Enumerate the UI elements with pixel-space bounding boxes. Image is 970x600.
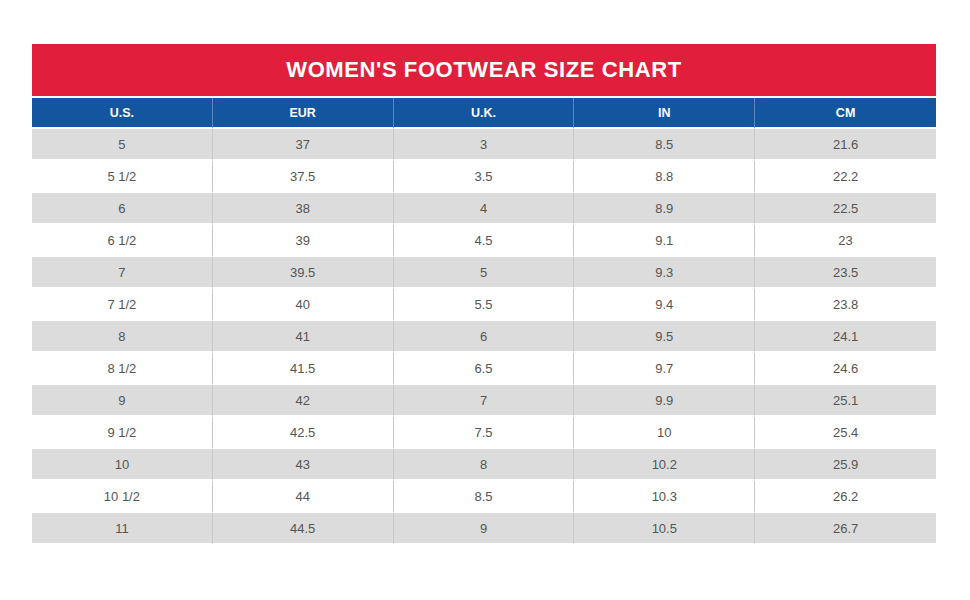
table-cell: 37 (213, 129, 394, 161)
table-cell: 10.5 (574, 513, 755, 545)
table-cell: 25.1 (755, 385, 936, 417)
table-cell: 10 (32, 449, 213, 481)
size-chart-container: WOMEN'S FOOTWEAR SIZE CHART U.S.EURU.K.I… (32, 44, 936, 545)
chart-title: WOMEN'S FOOTWEAR SIZE CHART (286, 59, 681, 81)
table-cell: 8.5 (574, 129, 755, 161)
table-row: 94279.925.1 (32, 385, 936, 417)
size-table-body: 53738.521.65 1/237.53.58.822.263848.922.… (32, 129, 936, 545)
table-cell: 7.5 (394, 417, 575, 449)
column-header: IN (574, 98, 755, 129)
size-table-header: U.S.EURU.K.INCM (32, 98, 936, 129)
table-cell: 21.6 (755, 129, 936, 161)
table-cell: 39 (213, 225, 394, 257)
table-cell: 25.4 (755, 417, 936, 449)
table-row: 1043810.225.9 (32, 449, 936, 481)
table-cell: 8 (394, 449, 575, 481)
table-cell: 10.2 (574, 449, 755, 481)
table-row: 739.559.323.5 (32, 257, 936, 289)
table-cell: 5 (32, 129, 213, 161)
table-cell: 22.5 (755, 193, 936, 225)
table-cell: 8.5 (394, 481, 575, 513)
column-header: U.S. (32, 98, 213, 129)
table-cell: 8 1/2 (32, 353, 213, 385)
table-cell: 8 (32, 321, 213, 353)
table-row: 84169.524.1 (32, 321, 936, 353)
table-row: 63848.922.5 (32, 193, 936, 225)
table-cell: 9.3 (574, 257, 755, 289)
table-cell: 9 (32, 385, 213, 417)
table-cell: 10.3 (574, 481, 755, 513)
table-cell: 10 (574, 417, 755, 449)
table-cell: 39.5 (213, 257, 394, 289)
table-cell: 44.5 (213, 513, 394, 545)
table-cell: 24.6 (755, 353, 936, 385)
table-cell: 41.5 (213, 353, 394, 385)
table-cell: 22.2 (755, 161, 936, 193)
header-row: U.S.EURU.K.INCM (32, 98, 936, 129)
table-cell: 6 (32, 193, 213, 225)
table-cell: 9 (394, 513, 575, 545)
table-cell: 9.9 (574, 385, 755, 417)
table-row: 8 1/241.56.59.724.6 (32, 353, 936, 385)
table-cell: 6.5 (394, 353, 575, 385)
table-cell: 9.5 (574, 321, 755, 353)
table-row: 53738.521.6 (32, 129, 936, 161)
table-cell: 26.2 (755, 481, 936, 513)
table-cell: 23 (755, 225, 936, 257)
table-row: 10 1/2448.510.326.2 (32, 481, 936, 513)
table-cell: 8.9 (574, 193, 755, 225)
chart-title-bar: WOMEN'S FOOTWEAR SIZE CHART (32, 44, 936, 96)
table-cell: 9.1 (574, 225, 755, 257)
table-cell: 5 (394, 257, 575, 289)
table-cell: 26.7 (755, 513, 936, 545)
table-cell: 4.5 (394, 225, 575, 257)
table-cell: 4 (394, 193, 575, 225)
table-cell: 8.8 (574, 161, 755, 193)
table-cell: 44 (213, 481, 394, 513)
table-cell: 23.8 (755, 289, 936, 321)
table-cell: 43 (213, 449, 394, 481)
table-cell: 7 (394, 385, 575, 417)
table-cell: 3.5 (394, 161, 575, 193)
table-cell: 3 (394, 129, 575, 161)
table-cell: 38 (213, 193, 394, 225)
column-header: U.K. (394, 98, 575, 129)
table-cell: 7 (32, 257, 213, 289)
table-cell: 5 1/2 (32, 161, 213, 193)
table-row: 6 1/2394.59.123 (32, 225, 936, 257)
table-cell: 9.4 (574, 289, 755, 321)
column-header: EUR (213, 98, 394, 129)
table-cell: 40 (213, 289, 394, 321)
table-cell: 9.7 (574, 353, 755, 385)
table-cell: 5.5 (394, 289, 575, 321)
table-cell: 41 (213, 321, 394, 353)
table-cell: 42 (213, 385, 394, 417)
table-cell: 11 (32, 513, 213, 545)
column-header: CM (755, 98, 936, 129)
table-row: 1144.5910.526.7 (32, 513, 936, 545)
table-cell: 6 1/2 (32, 225, 213, 257)
table-cell: 10 1/2 (32, 481, 213, 513)
table-cell: 42.5 (213, 417, 394, 449)
table-cell: 37.5 (213, 161, 394, 193)
table-cell: 6 (394, 321, 575, 353)
table-row: 9 1/242.57.51025.4 (32, 417, 936, 449)
table-cell: 23.5 (755, 257, 936, 289)
table-cell: 24.1 (755, 321, 936, 353)
table-row: 5 1/237.53.58.822.2 (32, 161, 936, 193)
table-cell: 25.9 (755, 449, 936, 481)
table-cell: 7 1/2 (32, 289, 213, 321)
table-cell: 9 1/2 (32, 417, 213, 449)
size-table: U.S.EURU.K.INCM 53738.521.65 1/237.53.58… (32, 98, 936, 545)
table-row: 7 1/2405.59.423.8 (32, 289, 936, 321)
